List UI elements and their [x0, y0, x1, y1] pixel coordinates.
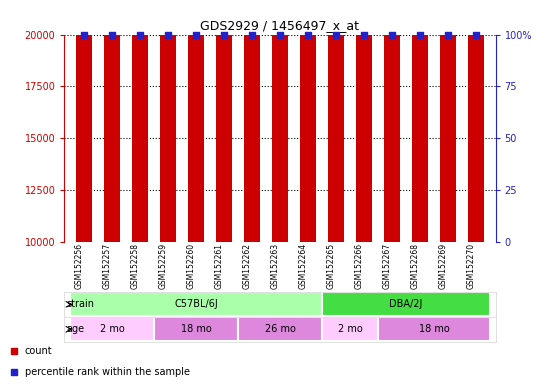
Bar	[76, 0, 92, 242]
Text: 26 mo: 26 mo	[264, 324, 296, 334]
Text: 2 mo: 2 mo	[100, 324, 124, 334]
Point	[136, 31, 144, 38]
Bar	[322, 292, 490, 316]
Point	[388, 31, 396, 38]
Point	[248, 31, 256, 38]
Point	[416, 31, 424, 38]
Bar	[322, 317, 378, 341]
Bar	[328, 20, 344, 242]
Point	[444, 31, 452, 38]
Bar	[216, 0, 232, 242]
Point	[304, 31, 312, 38]
Text: percentile rank within the sample: percentile rank within the sample	[25, 367, 190, 377]
Point	[10, 348, 18, 354]
Text: DBA/2J: DBA/2J	[389, 299, 423, 310]
Point	[192, 31, 200, 38]
Point	[220, 31, 228, 38]
Point	[164, 31, 172, 38]
Bar	[238, 317, 322, 341]
Text: 2 mo: 2 mo	[338, 324, 362, 334]
Point	[472, 31, 480, 38]
Point	[108, 31, 116, 38]
Text: count: count	[25, 346, 53, 356]
Bar	[384, 0, 400, 242]
Bar	[300, 0, 316, 242]
Bar	[412, 0, 428, 242]
Bar	[70, 317, 154, 341]
Bar	[188, 0, 204, 242]
Bar	[244, 0, 260, 242]
Text: age: age	[67, 324, 85, 334]
Text: 18 mo: 18 mo	[181, 324, 211, 334]
Bar	[160, 0, 176, 242]
Point	[332, 31, 340, 38]
Point	[10, 369, 18, 376]
Bar	[378, 317, 490, 341]
Bar	[272, 0, 288, 242]
Text: strain: strain	[67, 299, 95, 310]
Text: 18 mo: 18 mo	[419, 324, 449, 334]
Bar	[468, 0, 484, 242]
Bar	[104, 0, 120, 242]
Bar	[356, 0, 372, 242]
Bar	[154, 317, 238, 341]
Title: GDS2929 / 1456497_x_at: GDS2929 / 1456497_x_at	[200, 19, 360, 32]
Bar	[132, 0, 148, 242]
Text: C57BL/6J: C57BL/6J	[174, 299, 218, 310]
Bar	[440, 0, 456, 242]
Point	[276, 31, 284, 38]
Bar	[70, 292, 322, 316]
Point	[80, 31, 88, 38]
Point	[360, 31, 368, 38]
